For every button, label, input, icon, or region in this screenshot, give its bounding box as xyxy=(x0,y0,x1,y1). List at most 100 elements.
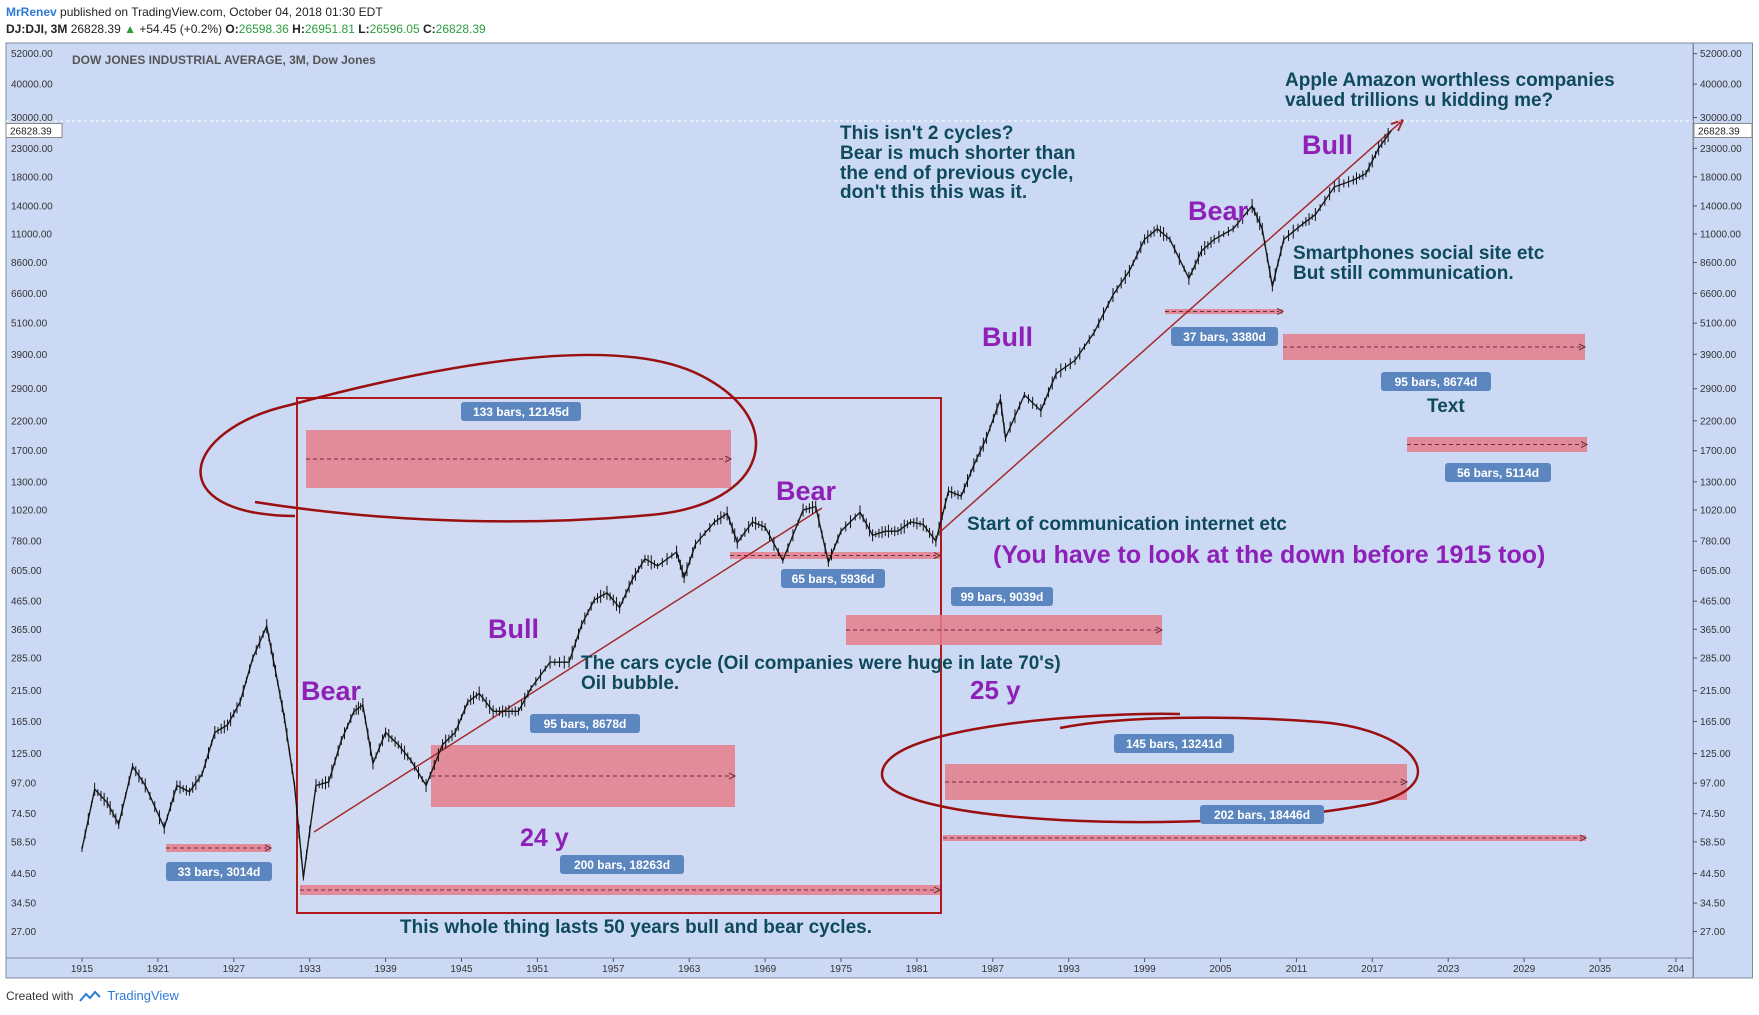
x-tick-label: 1993 xyxy=(1058,964,1081,975)
range-badge-label: 145 bars, 13241d xyxy=(1126,737,1222,751)
y-tick-label: 34.50 xyxy=(1700,899,1725,910)
y-tick-label: 2900.00 xyxy=(1700,384,1737,395)
range-badge xyxy=(781,569,885,588)
annotation-look-down: (You have to look at the down before 191… xyxy=(993,541,1545,569)
y-tick-label: 285.00 xyxy=(1700,654,1731,665)
range-badge-label: 95 bars, 8674d xyxy=(1395,375,1478,389)
annotation-smart-1: Smartphones social site etc xyxy=(1293,243,1545,264)
date-ranges xyxy=(166,308,1589,895)
high-label: H: xyxy=(292,22,305,36)
y-tick-label: 8600.00 xyxy=(1700,258,1737,269)
range-arrow-icon xyxy=(1155,626,1164,634)
annotation-cars-1: The cars cycle (Oil companies were huge … xyxy=(581,653,1061,674)
x-tick-label: 1933 xyxy=(299,964,322,975)
tradingview-brand-link[interactable]: TradingView xyxy=(107,988,179,1003)
annotation-smart-2: But still communication. xyxy=(1293,263,1514,284)
annotation-cycles-4: don't this this was it. xyxy=(840,182,1027,203)
annotation-years-24: 24 y xyxy=(520,824,569,852)
y-tick-label-left: 285.00 xyxy=(11,654,42,665)
x-tick-label: 1999 xyxy=(1133,964,1156,975)
y-tick-label-left: 3900.00 xyxy=(11,350,48,361)
y-tick-label-left: 52000.00 xyxy=(11,49,53,60)
author-link[interactable]: MrRenev xyxy=(6,5,57,19)
x-tick-label: 2011 xyxy=(1286,964,1308,975)
x-tick-label: 2023 xyxy=(1437,964,1460,975)
annotation-years-25: 25 y xyxy=(970,675,1021,705)
last-price-tag xyxy=(1693,122,1753,138)
annotation-bear-1: Bear xyxy=(301,676,362,706)
range-badge-label: 99 bars, 9039d xyxy=(961,590,1044,604)
y-tick-label-left: 215.00 xyxy=(11,686,42,697)
range-arrow-icon xyxy=(933,552,942,559)
range-badge xyxy=(166,862,272,881)
annotation-cycles-2: Bear is much shorter than xyxy=(840,143,1075,164)
y-tick-label-left: 44.50 xyxy=(11,869,36,880)
y-tick-label-left: 74.50 xyxy=(11,809,36,820)
date-range-box xyxy=(300,885,940,895)
annotation-bear-3: Bear xyxy=(1188,196,1249,226)
y-tick-label: 1300.00 xyxy=(1700,477,1737,488)
last-price-tag xyxy=(5,122,63,138)
range-badge-label: 37 bars, 3380d xyxy=(1183,330,1266,344)
x-tick-label: 1969 xyxy=(754,964,777,975)
y-tick-label: 14000.00 xyxy=(1700,201,1742,212)
open-label: O: xyxy=(225,22,239,36)
range-arrow-icon xyxy=(1580,441,1589,448)
y-tick-label-left: 40000.00 xyxy=(11,80,53,91)
date-range-box xyxy=(943,835,1586,841)
y-tick-label: 605.00 xyxy=(1700,566,1731,577)
x-tick-label: 1945 xyxy=(450,964,473,975)
annotation-cycles-3: the end of previous cycle, xyxy=(840,163,1073,184)
last-price-tag-label: 26828.39 xyxy=(1698,126,1740,137)
annotation-whole: This whole thing lasts 50 years bull and… xyxy=(400,917,872,938)
price-series-bars xyxy=(81,128,1389,881)
y-tick-label: 52000.00 xyxy=(1700,49,1742,60)
range-badge xyxy=(530,714,640,733)
range-arrow-icon xyxy=(933,886,942,894)
symbol-label: DJ:DJI, 3M xyxy=(6,22,68,36)
annotation-texts: Bull Bear Bull Bear Bear Bull 24 y 25 y (You hav… xyxy=(301,70,1615,938)
y-tick-label: 1700.00 xyxy=(1700,446,1737,457)
x-tick-label: 1921 xyxy=(147,964,170,975)
x-tick-label: 1927 xyxy=(223,964,246,975)
chart-header: MrRenev published on TradingView.com, Oc… xyxy=(6,4,486,38)
y-tick-label-left: 58.50 xyxy=(11,837,36,848)
trendline-1982 xyxy=(939,119,1404,533)
x-tick-label: 2035 xyxy=(1589,964,1612,975)
created-with-label: Created with xyxy=(6,988,74,1003)
y-tick-label: 11000.00 xyxy=(1700,229,1741,240)
price-axis: 52000.00 52000.00 40000.00 40000.00 30000.00… xyxy=(11,49,1742,938)
y-tick-label: 3900.00 xyxy=(1700,350,1737,361)
y-tick-label-left: 6600.00 xyxy=(11,289,48,300)
x-tick-label: 1957 xyxy=(602,964,625,975)
range-badge-label: 95 bars, 8678d xyxy=(544,717,627,731)
y-tick-label: 165.00 xyxy=(1700,717,1731,728)
x-tick-label: 1951 xyxy=(526,964,549,975)
x-tick-label: 1975 xyxy=(830,964,853,975)
last-price: 26828.39 xyxy=(70,22,121,36)
last-price-tag-label: 26828.39 xyxy=(10,126,52,137)
range-badge xyxy=(560,855,684,874)
range-badge-label: 65 bars, 5936d xyxy=(792,572,875,586)
ohlc-line: DJ:DJI, 3M 26828.39 ▲ +54.45 (+0.2%) O:2… xyxy=(6,21,486,38)
annotation-text-note: Text xyxy=(1427,396,1465,417)
date-range-box xyxy=(1407,437,1587,452)
range-badge xyxy=(1114,734,1234,753)
range-arrow-icon xyxy=(1276,308,1285,315)
range-arrow-icon xyxy=(1578,343,1587,351)
y-tick-label-left: 780.00 xyxy=(11,537,42,548)
publish-line: MrRenev published on TradingView.com, Oc… xyxy=(6,4,486,21)
x-tick-label: 204 xyxy=(1668,964,1685,975)
annotation-bear-2: Bear xyxy=(776,476,837,506)
y-tick-label: 30000.00 xyxy=(1700,113,1742,124)
range-badge xyxy=(1171,327,1278,346)
y-tick-label-left: 8600.00 xyxy=(11,258,48,269)
y-tick-label: 465.00 xyxy=(1700,597,1731,608)
y-tick-label-left: 30000.00 xyxy=(11,113,53,124)
close-label: C: xyxy=(422,22,436,36)
x-tick-label: 1981 xyxy=(906,964,929,975)
y-tick-label: 125.00 xyxy=(1700,749,1731,760)
y-tick-label-left: 465.00 xyxy=(11,597,42,608)
price-axis-panel[interactable] xyxy=(1693,42,1753,979)
